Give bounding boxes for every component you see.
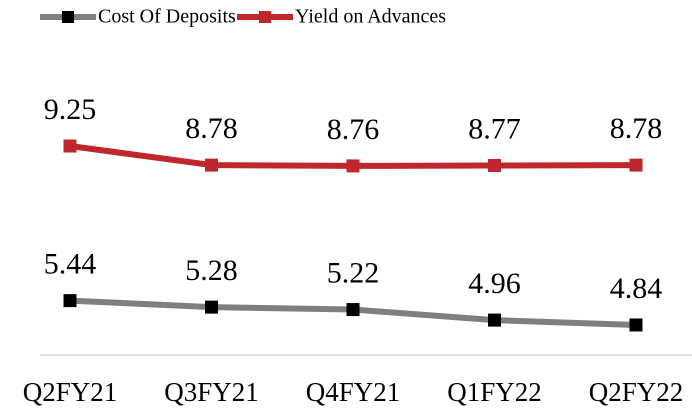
x-tick-label: Q4FY21 [306,377,401,407]
data-label: 9.25 [44,93,97,126]
point-marker [488,313,501,327]
legend-marker [62,11,74,23]
data-label: 8.78 [185,112,238,145]
data-label: 4.84 [610,272,663,305]
point-marker [346,303,360,317]
point-marker [629,158,643,172]
point-marker [63,294,77,308]
point-marker [205,300,218,314]
point-marker [205,158,218,172]
data-label: 5.22 [327,256,380,289]
legend-marker [259,11,271,23]
point-marker [629,318,643,332]
legend-label: Cost Of Deposits [98,6,236,28]
data-label: 5.28 [185,254,238,287]
x-tick-label: Q1FY22 [447,377,542,407]
data-label: 4.96 [468,267,521,300]
data-label: 8.77 [468,112,521,145]
x-tick-label: Q2FY22 [589,377,684,407]
data-label: 8.76 [327,113,380,146]
x-tick-label: Q2FY21 [23,377,118,407]
point-marker [63,139,77,153]
legend-label: Yield on Advances [295,6,446,28]
x-tick-label: Q3FY21 [164,377,259,407]
data-label: 5.44 [44,248,97,281]
point-marker [346,159,360,173]
data-label: 8.78 [610,112,663,145]
point-marker [488,158,501,172]
